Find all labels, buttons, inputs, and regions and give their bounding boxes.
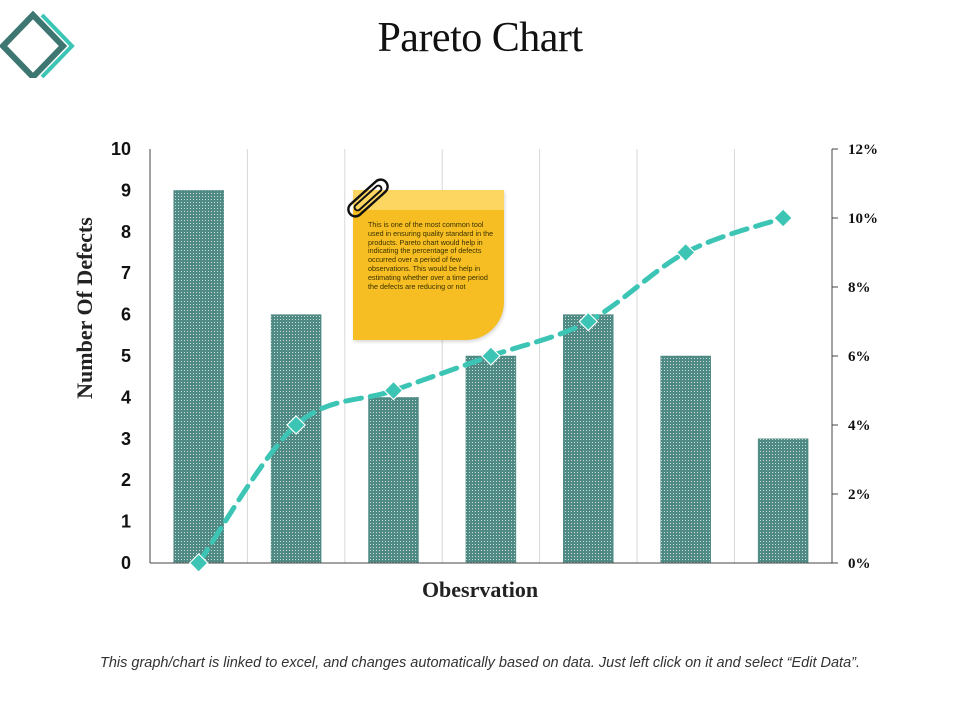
y-tick-label: 0 bbox=[121, 553, 131, 573]
y2-axis-ticks: 0% 2% 4% 6% 8% 10% 12% bbox=[832, 142, 878, 572]
line-point bbox=[286, 415, 306, 435]
y-tick-label: 5 bbox=[121, 346, 131, 366]
diamond-logo-icon bbox=[0, 10, 75, 78]
line-point bbox=[481, 346, 501, 366]
bar bbox=[563, 314, 614, 564]
line-point bbox=[383, 380, 404, 401]
y-tick-label: 7 bbox=[121, 263, 131, 283]
y-tick-label: 2 bbox=[121, 470, 131, 490]
bar bbox=[660, 355, 711, 564]
y2-tick-label: 2% bbox=[848, 487, 871, 503]
line-point bbox=[578, 311, 599, 332]
footer-note: This graph/chart is linked to excel, and… bbox=[99, 655, 861, 671]
bar bbox=[465, 355, 517, 564]
y-axis-label: Number Of Defects bbox=[72, 217, 97, 399]
y-tick-label: 9 bbox=[121, 180, 131, 200]
bar bbox=[368, 397, 419, 564]
y2-tick-label: 12% bbox=[848, 142, 878, 158]
y2-tick-label: 10% bbox=[848, 211, 878, 227]
y-tick-label: 4 bbox=[121, 387, 131, 407]
y-tick-label: 3 bbox=[121, 429, 131, 449]
sticky-note-text: This is one of the most common tool used… bbox=[368, 220, 494, 291]
sticky-note-band bbox=[353, 190, 504, 210]
bar bbox=[270, 314, 322, 564]
line-series bbox=[188, 208, 793, 573]
y2-tick-label: 4% bbox=[848, 418, 871, 434]
line-point bbox=[773, 208, 793, 228]
chart-grid bbox=[246, 149, 735, 563]
bar-series bbox=[173, 190, 809, 564]
paperclip-icon bbox=[347, 178, 389, 218]
sticky-note: This is one of the most common tool used… bbox=[353, 190, 504, 340]
y-tick-label: 8 bbox=[121, 222, 131, 242]
line-point bbox=[675, 242, 696, 263]
page-title: Pareto Chart bbox=[377, 15, 583, 61]
bar bbox=[173, 190, 224, 564]
y-axis-ticks: 0 1 2 3 4 5 6 7 8 9 10 bbox=[111, 139, 131, 573]
x-axis-label: Obesrvation bbox=[422, 577, 538, 602]
y2-tick-label: 6% bbox=[848, 349, 871, 365]
y2-tick-label: 0% bbox=[848, 556, 871, 572]
y2-tick-label: 8% bbox=[848, 280, 871, 296]
y-tick-label: 6 bbox=[121, 305, 131, 325]
y-tick-label: 10 bbox=[111, 139, 131, 159]
bar bbox=[757, 438, 809, 564]
y-tick-label: 1 bbox=[121, 512, 131, 532]
line-point bbox=[188, 553, 209, 573]
